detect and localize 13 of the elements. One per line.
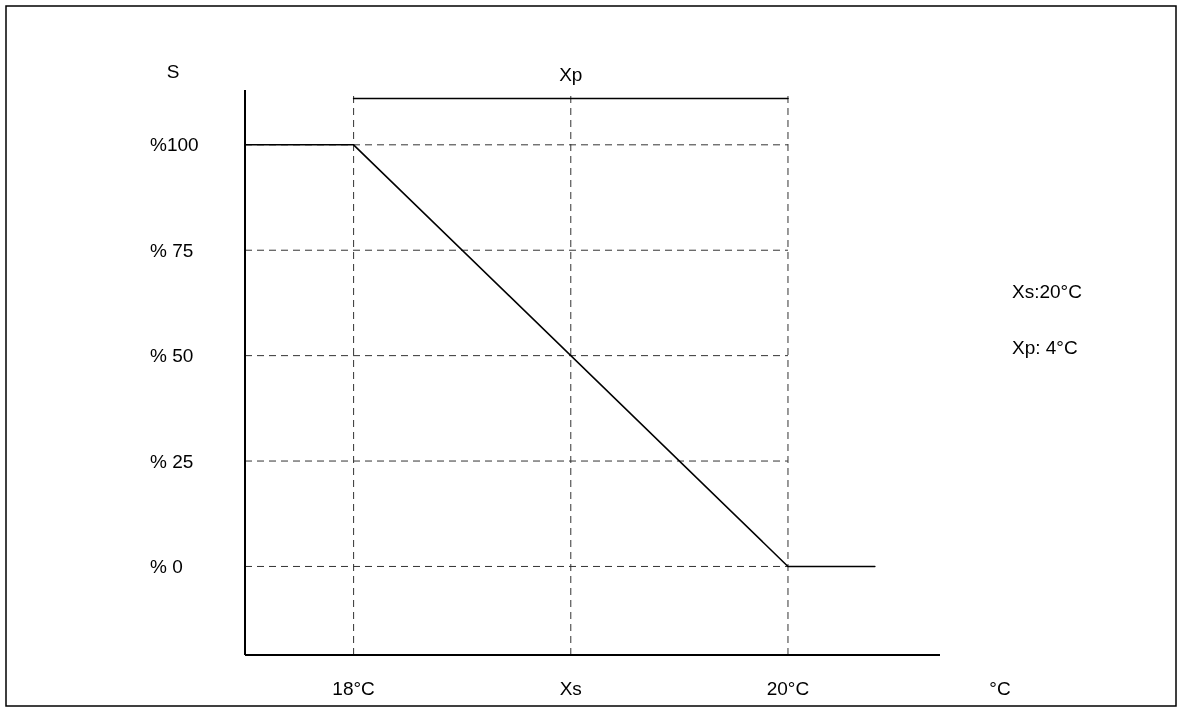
y-tick-label: % 0 — [150, 556, 183, 578]
y-axis-title: S — [166, 61, 180, 82]
x-axis-title: °C — [989, 678, 1011, 699]
text: Xs:20°C — [1012, 281, 1082, 302]
x-tick-label: Xs — [559, 678, 582, 699]
series-label: Xp — [559, 64, 583, 86]
y-tick-label: %100 — [150, 134, 199, 156]
y-tick-label: % 25 — [150, 450, 194, 472]
text: Xp: 4°C — [1012, 337, 1078, 358]
x-tick-label: 18°C — [332, 678, 375, 699]
x-tick-label: 20°C — [766, 678, 810, 699]
y-tick-label: % 75 — [150, 239, 194, 261]
y-tick-label: % 50 — [150, 345, 194, 367]
